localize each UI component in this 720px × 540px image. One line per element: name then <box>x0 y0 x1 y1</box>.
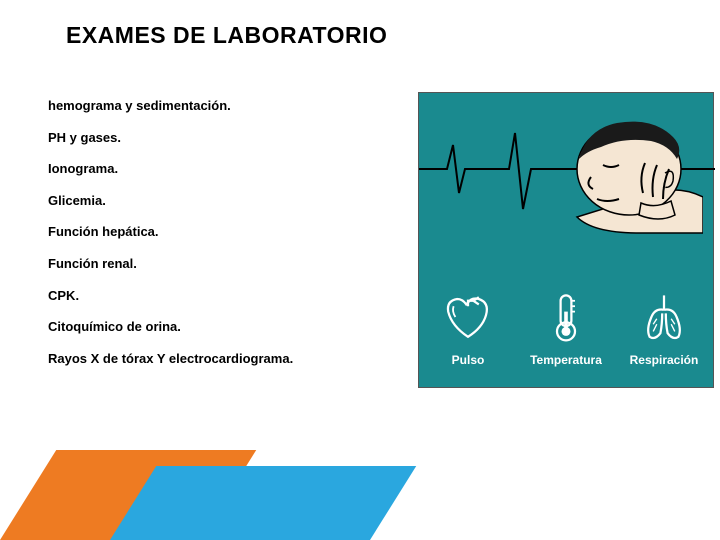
pulso-label: Pulso <box>452 353 485 367</box>
list-item: Ionograma. <box>48 161 388 177</box>
temperatura-label: Temperatura <box>530 353 602 367</box>
list-item: Glicemia. <box>48 193 388 209</box>
exam-list: hemograma y sedimentación. PH y gases. I… <box>48 98 388 382</box>
patient-head-icon <box>543 107 703 235</box>
lungs-icon <box>634 287 694 347</box>
list-item: Función renal. <box>48 256 388 272</box>
respiracion-label: Respiración <box>630 353 699 367</box>
heart-icon <box>438 287 498 347</box>
list-item: Función hepática. <box>48 224 388 240</box>
thermometer-icon <box>536 287 596 347</box>
list-item: hemograma y sedimentación. <box>48 98 388 114</box>
temperatura-cell: Temperatura <box>520 287 612 367</box>
vital-icons-row: Pulso Temperatura <box>419 287 713 367</box>
decor-blue-shape <box>110 466 416 540</box>
page-title: EXAMES DE LABORATORIO <box>66 22 387 49</box>
list-item: Citoquímico de orina. <box>48 319 388 335</box>
list-item: Rayos X de tórax Y electrocardiograma. <box>48 351 388 367</box>
vital-signs-illustration: Pulso Temperatura <box>418 92 714 388</box>
list-item: CPK. <box>48 288 388 304</box>
list-item: PH y gases. <box>48 130 388 146</box>
respiracion-cell: Respiración <box>618 287 710 367</box>
pulso-cell: Pulso <box>422 287 514 367</box>
